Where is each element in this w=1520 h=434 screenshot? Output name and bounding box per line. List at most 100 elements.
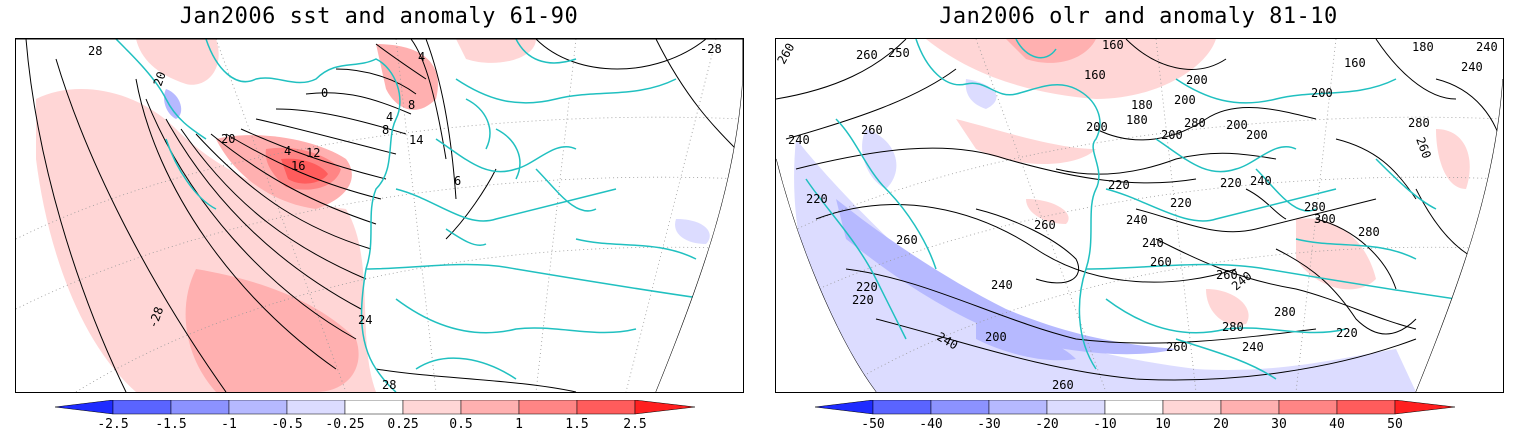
colorbar-tick-label: -1 [221,417,237,430]
contour-label: 24 [358,313,372,327]
colorbar-tick-label: -1.5 [155,417,186,430]
contour-label: 200 [1226,118,1248,132]
colorbar-segment [344,399,404,415]
contour-label: 250 [888,46,910,60]
colorbar-segment [814,399,874,415]
colorbar-segment [1046,399,1106,415]
colorbar-segment [1278,399,1338,415]
contour-label: 200 [1246,128,1268,142]
olr-negative-anomaly-region [976,319,1076,361]
contour-label: 260 [1166,340,1188,354]
coastlines [805,39,1457,380]
contour-label: 20 [151,70,169,88]
sst-positive-anomaly-region [456,39,536,63]
sst-contour-labels: 28 20 0 4 8 4 12 16 20 6 4 8 14 -28 24 2… [88,42,722,392]
colorbar-segment [576,399,636,415]
colorbar-segment [518,399,578,415]
colorbar-segment [1394,399,1456,415]
contour-label: 300 [1314,212,1336,226]
olr-positive-anomaly-region [1026,199,1069,224]
colorbar-tick-label: 1.5 [565,417,588,430]
colorbar-tick-label: 40 [1329,417,1345,430]
contour-label: 200 [1174,93,1196,107]
contour-label: 200 [1086,120,1108,134]
colorbar-tick-label: 2.5 [623,417,646,430]
contour-label: 280 [1358,225,1380,239]
contour-label: 260 [896,233,918,247]
contour-label: 220 [856,280,878,294]
contour-label: 220 [806,192,828,206]
colorbar-segment [54,399,114,415]
colorbar-segment [872,399,932,415]
contour-label: 240 [1142,236,1164,250]
contour-label: 240 [1476,40,1498,54]
colorbar-segment [1104,399,1164,415]
sst-positive-anomaly-region [136,39,219,85]
contour-label: 260 [1034,218,1056,232]
colorbar-segment [930,399,990,415]
contour-label: 260 [1052,378,1074,392]
colorbar-tick-label: 30 [1271,417,1287,430]
sst-positive-anomaly-region [185,269,359,392]
colorbar-segment [1336,399,1396,415]
contour-label: 280 [1408,116,1430,130]
olr-colorbar-svg: -50 -40 -30 -20 -10 10 20 30 40 50 [814,399,1456,432]
sst-colorbar: -2.5 -1.5 -1 -0.5 -0.25 0.25 0.5 1 1.5 2… [54,399,705,432]
contour-label: 240 [1242,340,1264,354]
contour-label: 20 [221,132,235,146]
contour-label: 280 [1184,116,1206,130]
contour-label: 180 [1131,98,1153,112]
contour-label: 180 [1126,113,1148,127]
contour-label: 4 [418,50,425,64]
colorbar-segment [112,399,172,415]
olr-negative-anomaly-region [862,129,897,189]
colorbar-tick-label: 1 [515,417,523,430]
contour-label: 14 [409,133,423,147]
colorbar-tick-label: 0.25 [387,417,418,430]
contour-label: 240 [1461,60,1483,74]
contour-label: 4 [284,144,291,158]
contour-label: 220 [852,293,874,307]
sst-anomaly-map: 28 20 0 4 8 4 12 16 20 6 4 8 14 -28 24 2… [15,38,744,393]
colorbar-tick-label: 10 [1155,417,1171,430]
contour-label: 160 [1344,56,1366,70]
contour-label: 200 [1161,128,1183,142]
olr-negative-anomaly-region [836,199,1176,355]
contour-label: 240 [1126,213,1148,227]
contour-label: 260 [861,123,883,137]
contour-label: 16 [291,159,305,173]
sst-colorbar-svg: -2.5 -1.5 -1 -0.5 -0.25 0.25 0.5 1 1.5 2… [54,399,696,432]
sst-contours [25,39,737,392]
colorbar-segment [1162,399,1222,415]
contour-label: 220 [1336,326,1358,340]
contour-label: 200 [1186,73,1208,87]
olr-negative-anomaly-region [965,79,997,109]
contour-label: 12 [306,146,320,160]
contour-label: 6 [454,174,461,188]
contour-label: 28 [382,378,396,392]
sst-positive-anomaly-region [56,127,166,200]
contour-label: -28 [700,42,722,56]
colorbar-segment [170,399,230,415]
contour-label: 4 [386,110,393,124]
sst-negative-anomaly-region [675,219,710,244]
contour-label: 280 [1274,305,1296,319]
colorbar-tick-label: 0.5 [449,417,472,430]
contour-label: 260 [1216,268,1238,282]
contour-label: 0 [321,86,328,100]
right-map-title: Jan2006 olr and anomaly 81-10 [939,4,1338,29]
colorbar-tick-label: -30 [977,417,1000,430]
contour-label: 160 [1084,68,1106,82]
colorbar-tick-label: -0.5 [271,417,302,430]
colorbar-segment [402,399,462,415]
olr-map-canvas: 260 160 180 240 260 250 160 180 200 160 … [776,39,1503,392]
contour-label: 8 [382,123,389,137]
colorbar-segment [460,399,520,415]
contour-label: 260 [1413,135,1434,160]
colorbar-tick-label: -20 [1035,417,1058,430]
colorbar-tick-label: 20 [1213,417,1229,430]
left-map-title: Jan2006 sst and anomaly 61-90 [179,4,579,29]
colorbar-tick-label: 50 [1387,417,1403,430]
olr-contours [776,39,1503,381]
coastlines [115,39,707,392]
